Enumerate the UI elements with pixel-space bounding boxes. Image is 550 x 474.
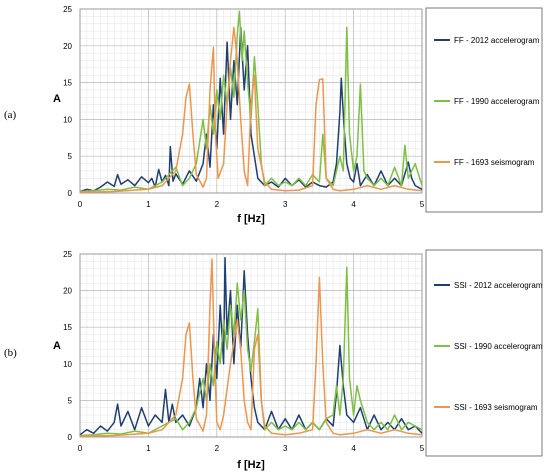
panel-b-legend-label-2: SSI - 1990 accelerogram [454, 342, 543, 351]
panel-a-panel-label: (a) [4, 109, 17, 121]
panel-a-y-tick-label: 0 [68, 189, 73, 198]
panel-a-y-tick-label: 25 [63, 5, 72, 14]
panel-b-plot-frame [79, 253, 423, 438]
panel-a-y-axis-label: A [53, 93, 61, 105]
panel-b-y-tick-label: 25 [63, 250, 72, 259]
panel-b-series-line-3 [79, 258, 423, 438]
panel-b-x-tick-label: 5 [420, 444, 425, 453]
panel-b-y-tick-label: 0 [68, 433, 73, 442]
panel-b-legend-label-3: SSI - 1693 seismogram [454, 403, 538, 412]
panel-a-legend-box [425, 7, 543, 213]
panel-a-x-tick-label: 2 [215, 200, 220, 209]
panel-a-series-line-3 [79, 26, 423, 194]
panel-a-chart: 0 5 10 15 20 25 0 1 2 3 4 5 f [Hz] A (a) FF - 2012 acce… [4, 5, 543, 225]
panel-b-y-tick-label: 15 [63, 323, 72, 332]
panel-a-y-tick-label: 10 [63, 115, 72, 124]
panel-a-x-tick-label: 5 [420, 200, 425, 209]
panel-a-y-tick-label: 20 [63, 42, 72, 51]
panel-b-x-tick-label: 1 [146, 444, 151, 453]
panel-b-panel-label: (b) [4, 347, 17, 359]
panel-b-chart: 0 5 10 15 20 25 0 1 2 3 4 5 f [Hz] A (b) SSI - 2012 acc… [4, 249, 543, 471]
panel-b-y-tick-label: 5 [68, 396, 73, 405]
panel-b-y-tick-label: 10 [63, 360, 72, 369]
panel-a-legend-label-2: FF - 1990 accelerogram [454, 97, 540, 106]
panel-a-y-tick-label: 15 [63, 79, 72, 88]
panel-a-x-tick-label: 4 [351, 200, 356, 209]
panel-b-x-axis-label: f [Hz] [237, 459, 265, 471]
panel-b-legend-label-1: SSI - 2012 accelerogram [454, 281, 543, 290]
panel-b-x-tick-label: 4 [351, 444, 356, 453]
panel-a-x-tick-label: 0 [78, 200, 83, 209]
panel-a-y-tick-label: 5 [68, 152, 73, 161]
panel-b-x-tick-label: 0 [78, 444, 83, 453]
panel-b-y-axis-label: A [53, 340, 61, 352]
panel-a-legend-label-3: FF - 1693 seismogram [454, 158, 535, 167]
panel-a-x-tick-label: 3 [283, 200, 288, 209]
panel-b-x-tick-label: 3 [283, 444, 288, 453]
panel-a-plot-frame [79, 8, 423, 194]
panel-a-x-axis-label: f [Hz] [237, 213, 265, 225]
panel-a-x-tick-label: 1 [146, 200, 151, 209]
panel-b-x-tick-label: 2 [215, 444, 220, 453]
panel-b-y-tick-label: 20 [63, 287, 72, 296]
panel-a-legend-label-1: FF - 2012 accelerogram [454, 36, 540, 45]
